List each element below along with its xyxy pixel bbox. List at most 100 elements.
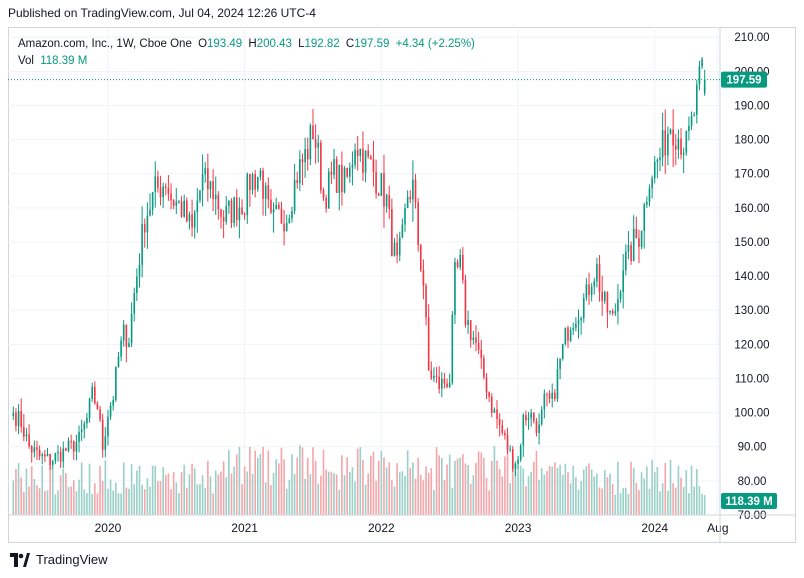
candle-body <box>646 201 648 205</box>
candle-body <box>619 292 622 299</box>
volume-bar <box>44 490 46 515</box>
footer-brand[interactable]: TradingView <box>36 552 108 567</box>
volume-bar <box>406 450 409 515</box>
volume-bar <box>238 446 241 515</box>
candle-body <box>243 214 246 216</box>
candle-body <box>280 208 283 224</box>
last-volume-badge <box>721 493 777 509</box>
volume-bar <box>488 490 490 515</box>
volume-bar <box>115 482 117 515</box>
volume-bar <box>698 486 701 515</box>
candle-body <box>680 138 682 155</box>
candle-body <box>93 386 96 404</box>
volume-bar <box>322 449 325 515</box>
candle-body <box>625 251 627 271</box>
y-tick-label: 120.00 <box>734 339 769 351</box>
candle-body <box>96 403 99 410</box>
candle-body <box>209 181 212 190</box>
candle-body <box>83 423 86 430</box>
last-value-markers: 197.59 118.39 M <box>8 71 777 509</box>
volume-bar <box>196 484 199 515</box>
candle-body <box>175 201 178 206</box>
candle-body <box>312 125 314 140</box>
volume-bar <box>454 460 456 515</box>
volume-bar <box>306 457 309 515</box>
candle-body <box>601 291 603 302</box>
legend-close: 197.59 <box>354 38 390 50</box>
volume-bar <box>695 469 698 515</box>
tradingview-logo-icon[interactable] <box>10 552 30 567</box>
candle-body <box>25 434 28 437</box>
volume-bar <box>183 464 186 515</box>
legend-symbol[interactable]: Amazon.com, Inc., 1W, Cboe One <box>18 38 192 50</box>
candle-body <box>459 254 462 268</box>
candle-body <box>88 398 91 418</box>
candle-body <box>496 409 498 420</box>
candle-body <box>506 435 509 450</box>
legend-vol: 118.39 M <box>40 55 88 67</box>
candle-body <box>688 125 690 131</box>
candle-body <box>640 230 643 247</box>
volume-bar <box>701 493 703 515</box>
volume-bar <box>222 461 225 515</box>
volume-bar <box>417 457 419 515</box>
x-tick-label: 2022 <box>368 521 395 535</box>
volume-bar <box>561 474 564 515</box>
volume-bar <box>201 475 204 515</box>
candle-body <box>398 237 401 256</box>
volume-bar <box>367 473 370 515</box>
volume-bar <box>556 467 559 515</box>
candle-body <box>115 366 117 400</box>
candle-body <box>28 434 30 447</box>
volume-bar <box>341 455 343 515</box>
candle-body <box>351 165 354 168</box>
volume-bar <box>246 471 249 515</box>
legend-vol-label[interactable]: Vol <box>18 55 34 67</box>
volume-bar <box>122 462 125 515</box>
candle-body <box>214 194 217 200</box>
volume-bar <box>267 450 270 515</box>
candle-body <box>409 196 412 200</box>
volume-bar <box>241 484 243 515</box>
volume-bar <box>619 493 622 515</box>
volume-bar <box>554 462 556 515</box>
price-chart[interactable]: 70.0080.0090.00100.00110.00120.00130.001… <box>8 27 796 543</box>
candle-body <box>695 84 698 115</box>
volume-bar <box>283 459 285 515</box>
candle-body <box>91 386 93 399</box>
volume-bar <box>312 447 314 515</box>
volume-bar <box>419 474 422 515</box>
volume-bar <box>606 477 609 515</box>
candle-body <box>656 159 659 162</box>
volume-bar <box>496 460 498 515</box>
volume-bar <box>440 457 443 515</box>
candle-body <box>609 310 611 313</box>
volume-bar <box>577 489 580 515</box>
candle-body <box>703 79 706 94</box>
volume-bar <box>635 482 638 515</box>
volume-bar <box>651 459 653 515</box>
candle-body <box>225 206 228 222</box>
candle-body <box>617 298 619 312</box>
x-tick-label: 2020 <box>95 521 122 535</box>
candle-body <box>546 393 548 395</box>
volume-bar <box>41 465 44 515</box>
chart-frame <box>8 27 796 543</box>
volume-bar <box>191 463 193 515</box>
candle-body <box>270 199 272 213</box>
candle-body <box>701 59 703 67</box>
candle-body <box>125 324 128 347</box>
candle-body <box>577 320 580 325</box>
candle-body <box>511 449 514 469</box>
candle-body <box>246 174 249 216</box>
volume-bar <box>188 474 191 515</box>
candle-body <box>130 313 133 344</box>
candle-body <box>151 192 154 210</box>
volume-bar <box>154 465 157 515</box>
candle-body <box>632 228 635 262</box>
candle-body <box>204 168 207 175</box>
volume-bar <box>364 484 367 515</box>
candle-body <box>291 210 293 219</box>
volume-bar <box>23 492 25 515</box>
y-tick-label: 70.00 <box>738 510 767 522</box>
